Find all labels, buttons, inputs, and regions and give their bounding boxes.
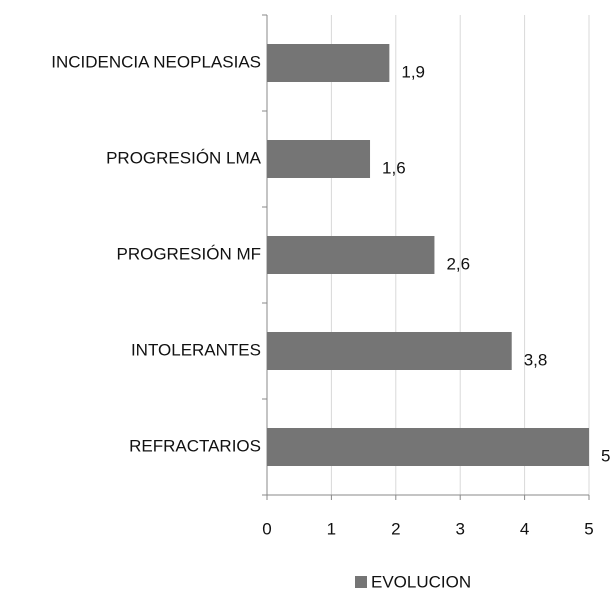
y-tick-label: PROGRESIÓN MF [116, 244, 261, 263]
x-tick-label: 4 [520, 519, 529, 538]
bar [267, 44, 390, 82]
data-label: 5 [601, 446, 610, 465]
legend-swatch [355, 576, 367, 588]
x-tick-label: 3 [455, 519, 464, 538]
legend-label: EVOLUCION [371, 572, 471, 591]
y-tick-label: INTOLERANTES [131, 340, 261, 359]
y-tick-label: INCIDENCIA NEOPLASIAS [51, 52, 261, 71]
data-label: 2,6 [446, 254, 470, 273]
data-label: 1,9 [401, 62, 425, 81]
data-label: 1,6 [382, 158, 406, 177]
bar [267, 332, 512, 370]
x-tick-label: 5 [584, 519, 593, 538]
bar [267, 236, 435, 274]
data-label: 3,8 [524, 350, 548, 369]
y-tick-label: REFRACTARIOS [129, 436, 261, 455]
x-tick-label: 2 [391, 519, 400, 538]
x-tick-label: 0 [262, 519, 271, 538]
y-tick-label: PROGRESIÓN LMA [106, 148, 262, 167]
bar [267, 428, 589, 466]
x-tick-label: 1 [327, 519, 336, 538]
bar [267, 140, 371, 178]
